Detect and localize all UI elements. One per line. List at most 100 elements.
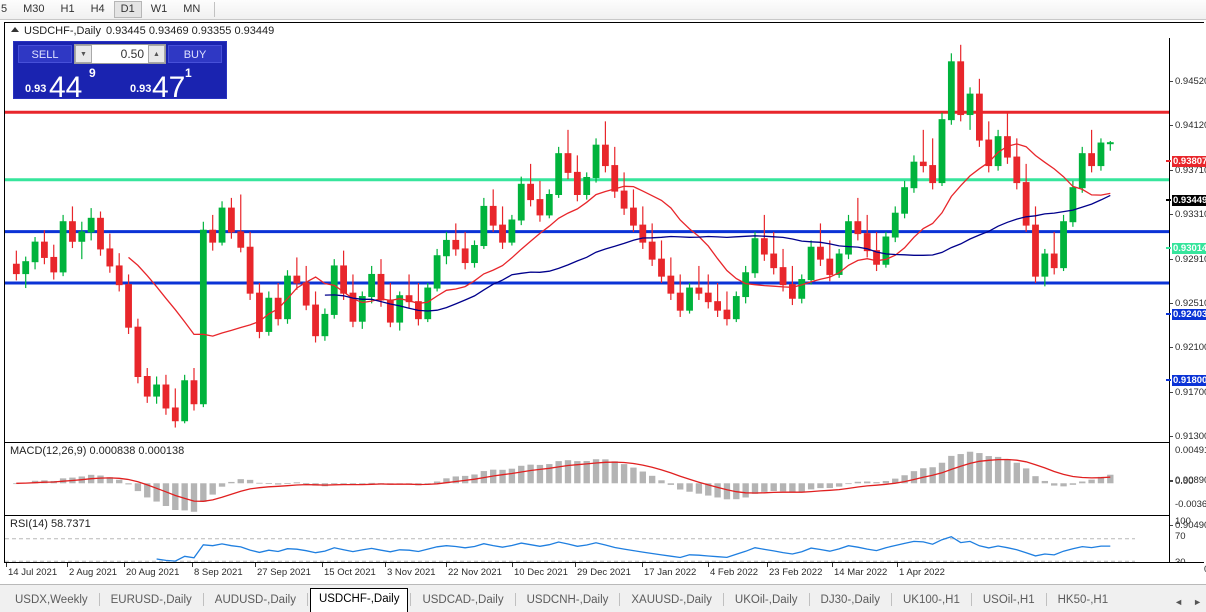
oct-price-row: 0.93 44 9 0.93 47 1 [14,66,226,97]
sell-button[interactable]: SELL [18,45,72,63]
chart-tab[interactable]: USDX,Weekly [15,594,88,606]
one-click-trading-panel[interactable]: SELL ▼ 0.50 ▲ BUY 0.93 44 9 0.93 47 1 [13,41,227,99]
chart-tab[interactable]: EURUSD-,Daily [110,594,192,606]
buy-price[interactable]: 0.93 47 1 [122,66,224,97]
timeframe-h1[interactable]: H1 [60,3,75,15]
price-scale[interactable]: 0.94520 0.94120 0.93710 0.93310 0.92910 0.925… [1166,38,1206,582]
chart-tab[interactable]: AUDUSD-,Daily [214,594,296,606]
volume-decrement-icon[interactable]: ▼ [75,45,92,63]
rsi-tick: 100 [1175,516,1191,527]
timeframe-mn[interactable]: MN [183,3,201,15]
time-label: 29 Dec 2021 [577,567,631,578]
time-label: 3 Nov 2021 [387,567,436,578]
time-tick [512,563,513,567]
tab-divider [890,593,892,606]
price-marker[interactable]: 0.93014 [1166,243,1206,254]
timeframe-m30[interactable]: M30 [23,3,45,15]
timeframe-w1[interactable]: W1 [150,3,168,15]
buy-price-main: 47 [152,71,186,98]
chart-ohlc-values: 0.93445 0.93469 0.93355 0.93449 [106,25,275,37]
time-tick [897,563,898,567]
volume-input[interactable]: ▼ 0.50 ▲ [74,44,166,64]
sell-price[interactable]: 0.93 44 9 [17,66,119,97]
chart-tab-bar: USDX,Weekly EURUSD-,Daily AUDUSD-,Daily USD… [0,584,1206,612]
chart-tab[interactable]: USDCNH-,Daily [526,594,609,606]
time-tick [642,563,643,567]
macd-pane[interactable]: MACD(12,26,9) 0.000838 0.000138 [5,443,1169,516]
tab-divider [98,593,100,606]
price-tick: 0.90490 [1170,521,1206,531]
timeframe-d1[interactable]: D1 [113,1,142,18]
sell-price-prefix: 0.93 [25,83,47,95]
time-label: 14 Mar 2022 [834,567,888,578]
chart-tab[interactable]: UKOil-,Daily [734,594,798,606]
scroll-right-icon[interactable]: ► [1193,597,1202,607]
tab-divider [202,593,204,606]
chart-tab[interactable]: USDCHF-,Daily [309,588,409,612]
time-tick [67,563,68,567]
chart-tabs: USDX,Weekly EURUSD-,Daily AUDUSD-,Daily USD… [0,588,1117,612]
chart-tab[interactable]: DJ30-,Daily [820,594,880,606]
rsi-label: RSI(14) 58.7371 [10,518,91,530]
chart-header: USDCHF-,Daily 0.93445 0.93469 0.93355 0.9… [5,23,1204,38]
price-tick: 0.90890 [1170,476,1206,486]
tab-divider [1045,593,1047,606]
time-tick [192,563,193,567]
volume-value[interactable]: 0.50 [120,47,144,61]
price-tick: 0.91300 [1170,432,1206,442]
macd-tick: 0.004913 [1175,445,1206,456]
price-marker[interactable]: 0.92403 [1166,309,1206,320]
time-tick [322,563,323,567]
tab-divider [619,593,621,606]
chart-symbol-label: USDCHF-,Daily [24,25,101,37]
time-label: 27 Sep 2021 [257,567,311,578]
tab-divider [514,593,516,606]
price-marker[interactable]: 0.93807 [1166,156,1206,167]
toolbar-divider [214,2,216,17]
price-pane[interactable] [5,38,1169,443]
time-label: 10 Dec 2021 [514,567,568,578]
rsi-chart-svg [5,535,1135,562]
time-tick [385,563,386,567]
buy-button[interactable]: BUY [168,45,222,63]
buy-price-fraction: 1 [185,66,192,80]
time-tick [255,563,256,567]
tab-scroll-controls: ◄ ► [1174,597,1206,612]
price-tick: 0.93310 [1170,210,1206,220]
price-tick: 0.92510 [1170,299,1206,309]
chart-tab[interactable]: UK100-,H1 [902,594,960,606]
time-label: 14 Jul 2021 [8,567,58,578]
collapse-triangle-icon[interactable] [11,27,19,32]
sell-price-fraction: 9 [89,66,96,80]
price-tick: 0.92910 [1170,255,1206,265]
chart-window: USDCHF-,Daily 0.93445 0.93469 0.93355 0.9… [4,22,1206,584]
price-chart-svg [5,44,1169,428]
price-tick: 0.92100 [1170,343,1206,353]
time-label: 15 Oct 2021 [324,567,376,578]
price-tick: 0.94520 [1170,77,1206,87]
chart-tab[interactable]: XAUUSD-,Daily [631,594,712,606]
time-tick [575,563,576,567]
time-label: 22 Nov 2021 [448,567,502,578]
chart-tab[interactable]: USOil-,H1 [982,594,1035,606]
timeframe-m5[interactable]: 5 [1,3,8,15]
macd-tick: 0.00 [1170,477,1194,487]
price-marker[interactable]: 0.93449 [1166,195,1206,206]
time-tick [832,563,833,567]
tab-divider [970,593,972,606]
rsi-tick: 70 [1175,531,1186,542]
oct-top-row: SELL ▼ 0.50 ▲ BUY [14,42,226,66]
time-label: 4 Feb 2022 [710,567,759,578]
price-tick: 0.94120 [1170,121,1206,131]
time-label: 2 Aug 2021 [69,567,118,578]
time-tick [124,563,125,567]
chart-tab[interactable]: HK50-,H1 [1057,594,1109,606]
time-axis[interactable]: 14 Jul 2021 2 Aug 2021 20 Aug 2021 8 Sep 20… [4,562,1204,582]
timeframe-toolbar: 5 M30 H1 H4 D1 W1 MN [0,0,1206,20]
timeframe-h4[interactable]: H4 [90,3,105,15]
volume-increment-icon[interactable]: ▲ [148,45,165,63]
price-marker[interactable]: 0.91800 [1166,375,1206,386]
scroll-left-icon[interactable]: ◄ [1174,597,1184,607]
chart-tab[interactable]: USDCAD-,Daily [422,594,504,606]
